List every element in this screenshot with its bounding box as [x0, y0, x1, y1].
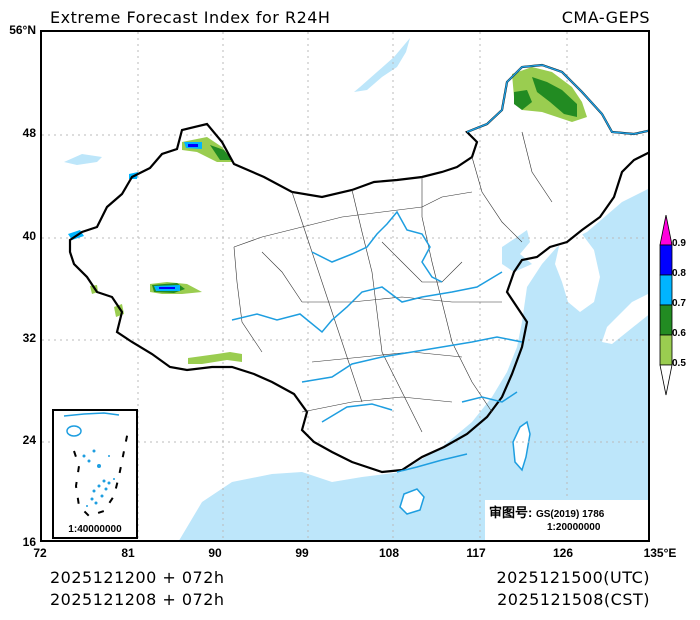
colorbar-label-0-6: 0.6	[672, 328, 686, 339]
x-tick-72: 72	[33, 546, 47, 560]
x-tick-135: 135°E	[643, 546, 677, 560]
hainan	[399, 488, 425, 515]
map-approval-box: 审图号: GS(2019) 1786 1:20000000	[485, 500, 648, 540]
balkhash-lake	[64, 154, 102, 165]
valid-time-utc: 2025121500(UTC)	[496, 568, 650, 587]
y-tick-32: 32	[22, 331, 36, 345]
rivers	[231, 210, 523, 423]
lake-baikal	[354, 38, 410, 92]
y-tick-48: 48	[22, 126, 36, 140]
inset-scale: 1:40000000	[68, 524, 122, 535]
japan-islands	[602, 294, 648, 344]
bohai-sea	[502, 230, 532, 272]
province-borders	[233, 131, 553, 433]
colorbar-label-0-9: 0.9	[672, 238, 686, 249]
taiwan	[512, 420, 531, 472]
model-source: CMA-GEPS	[561, 8, 650, 27]
coastlines	[396, 64, 648, 473]
graticule	[42, 32, 648, 540]
map-graphics	[42, 32, 648, 540]
inset-graphics	[63, 412, 130, 518]
colorbar-label-0-7: 0.7	[672, 298, 686, 309]
init-time-cst: 2025121208 + 072h	[50, 590, 225, 609]
y-tick-56: 56°N	[9, 23, 36, 37]
colorbar	[659, 215, 673, 396]
init-time-utc: 2025121200 + 072h	[50, 568, 225, 587]
map-canvas[interactable]	[40, 30, 650, 542]
colorbar-label-0-8: 0.8	[672, 268, 686, 279]
korea-peninsula	[555, 234, 600, 312]
x-tick-126: 126	[552, 546, 574, 560]
x-tick-81: 81	[121, 546, 135, 560]
approval-number: GS(2019) 1786	[535, 509, 605, 520]
x-tick-99: 99	[295, 546, 309, 560]
colorbar-label-0-5: 0.5	[672, 358, 686, 369]
x-tick-108: 108	[378, 546, 400, 560]
y-tick-24: 24	[22, 433, 36, 447]
approval-label: 审图号:	[489, 505, 533, 520]
south-china-sea-inset: 1:40000000	[52, 409, 138, 539]
x-tick-90: 90	[208, 546, 222, 560]
y-tick-40: 40	[22, 229, 36, 243]
china-border	[68, 63, 648, 474]
x-tick-117: 117	[466, 546, 486, 560]
east-china-sea	[179, 189, 648, 540]
approval-scale: 1:20000000	[547, 522, 601, 533]
map-title: Extreme Forecast Index for R24H	[50, 8, 331, 27]
y-tick-16: 16	[22, 535, 36, 549]
valid-time-cst: 2025121508(CST)	[497, 590, 650, 609]
efi-shading	[68, 67, 587, 364]
